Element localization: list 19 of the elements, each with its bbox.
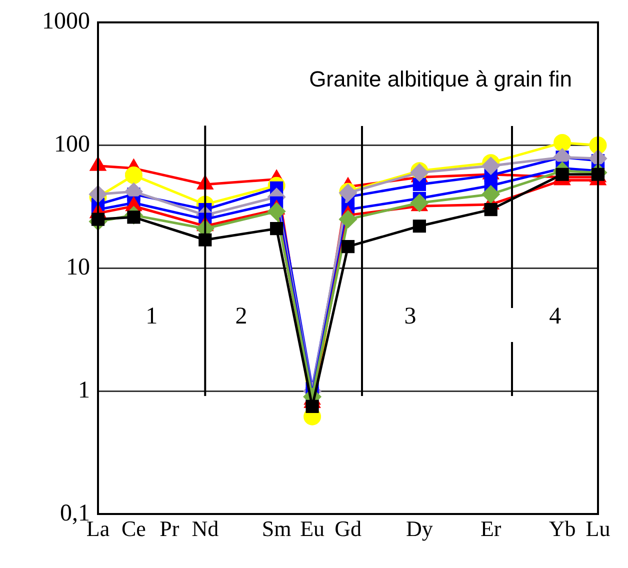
- x-tick-label: Pr: [160, 516, 180, 541]
- x-tick-label: Lu: [586, 516, 610, 541]
- annotation: 3: [404, 304, 416, 330]
- text: Granite albitique à grain fin: [309, 66, 572, 92]
- x-tick-label: Dy: [406, 516, 433, 541]
- x-tick-label: Sm: [262, 516, 292, 541]
- annotation: 2: [235, 304, 248, 330]
- y-tick-label: 1000: [42, 8, 90, 35]
- y-tick-label: 100: [54, 132, 90, 158]
- x-tick-label: Gd: [334, 516, 362, 541]
- y-tick-label: 10: [66, 254, 90, 280]
- x-tick-label: Nd: [192, 516, 219, 541]
- y-tick-label: 1: [78, 377, 90, 404]
- x-tick-label: Er: [480, 516, 502, 541]
- x-tick-label: Yb: [548, 516, 576, 541]
- annotation: 4: [549, 304, 562, 330]
- x-tick-label: Ce: [121, 516, 146, 541]
- x-tick-label: Eu: [300, 516, 325, 541]
- annotation: 1: [146, 304, 158, 330]
